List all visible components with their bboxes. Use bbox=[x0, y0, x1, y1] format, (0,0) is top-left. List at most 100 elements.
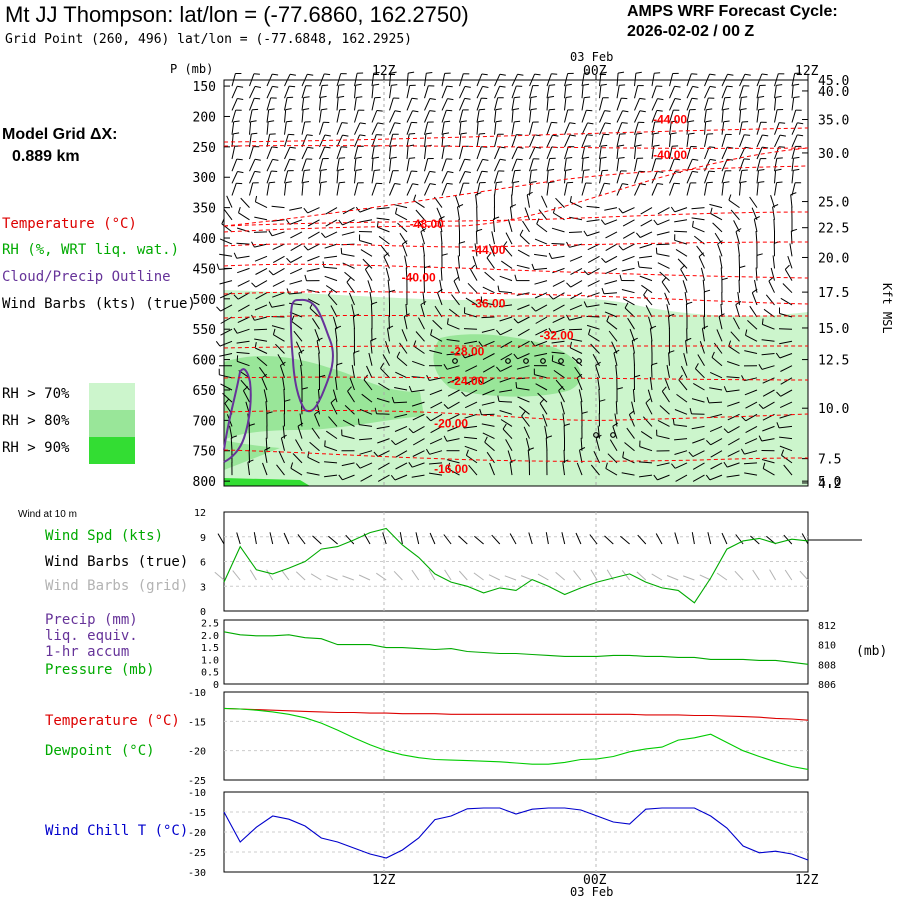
wind-barb bbox=[756, 134, 763, 148]
wind-barb bbox=[704, 86, 711, 99]
wind-barb bbox=[328, 416, 338, 427]
wind-barb bbox=[415, 331, 425, 342]
wind-barb bbox=[399, 232, 408, 245]
wind-barb bbox=[284, 121, 287, 135]
wind-barb-flag bbox=[215, 340, 221, 347]
wind-barb-flag bbox=[374, 407, 377, 414]
wind-barb bbox=[218, 267, 233, 270]
wind-barb bbox=[709, 413, 723, 419]
wind-barb bbox=[606, 320, 618, 330]
wind-barb bbox=[779, 353, 793, 359]
wind-barb bbox=[727, 450, 740, 457]
wind-barb bbox=[598, 389, 600, 403]
wind-barb bbox=[727, 361, 740, 367]
wind-barb bbox=[369, 291, 373, 305]
wind-barb bbox=[791, 134, 798, 148]
wind-barb bbox=[475, 231, 478, 245]
wind-barb bbox=[661, 391, 670, 403]
cloud-dot bbox=[540, 358, 546, 364]
wind-barb bbox=[371, 134, 377, 148]
pressure-tick-label: 450 bbox=[193, 262, 216, 277]
wind-barb bbox=[774, 134, 781, 148]
wind-barb-flag bbox=[531, 263, 535, 270]
wind-barb bbox=[564, 146, 569, 160]
wind-barb bbox=[772, 206, 775, 220]
wind-barb bbox=[359, 462, 373, 469]
wind-barb-flag bbox=[268, 230, 273, 237]
wind-barb-flag bbox=[464, 158, 471, 161]
wind-barb bbox=[659, 271, 670, 281]
wind-barb bbox=[564, 170, 567, 184]
wind-barb-flag bbox=[237, 98, 244, 100]
wind-barb bbox=[593, 450, 600, 464]
wind-barb bbox=[521, 415, 530, 427]
wind-barb-flag bbox=[306, 134, 313, 136]
rh-80-region-low bbox=[224, 440, 280, 470]
wind-barb-flag bbox=[657, 183, 664, 185]
wind-barb bbox=[474, 243, 478, 257]
wind-barb-flag bbox=[634, 374, 641, 378]
wind-barb-flag bbox=[479, 408, 482, 415]
wind-barb bbox=[503, 246, 513, 257]
wind-barb bbox=[437, 292, 443, 306]
isotherm-line bbox=[223, 376, 809, 381]
wind-barb bbox=[599, 146, 602, 160]
wind-barb bbox=[328, 294, 338, 306]
wind-barb-flag bbox=[497, 285, 500, 292]
isotherm-line bbox=[223, 410, 809, 421]
wind-barb bbox=[389, 85, 392, 99]
wind-barb bbox=[552, 316, 565, 324]
wind-barb bbox=[664, 377, 670, 391]
wind-barb bbox=[597, 377, 600, 391]
wind-barb bbox=[744, 377, 758, 382]
wind-barb bbox=[599, 97, 604, 111]
wind-barb-flag bbox=[758, 181, 765, 183]
wind-barb-flag bbox=[298, 349, 305, 354]
wind-barb bbox=[686, 73, 692, 87]
wind-barb bbox=[441, 121, 445, 135]
wind-barb bbox=[336, 97, 339, 111]
wind-barb bbox=[406, 170, 412, 184]
wind-barb-flag bbox=[758, 364, 763, 370]
wind-barb bbox=[319, 109, 322, 123]
wind-barb bbox=[354, 158, 357, 172]
wind-barb bbox=[678, 379, 688, 391]
wind-barb-flag bbox=[709, 85, 716, 88]
wind-barb bbox=[324, 255, 338, 259]
wind-barb-flag bbox=[513, 108, 520, 111]
wind-barb bbox=[669, 109, 674, 123]
wind-barb-flag bbox=[324, 146, 331, 149]
wind-barb bbox=[468, 464, 478, 476]
wind-barb-flag bbox=[476, 228, 483, 232]
legend-dewpoint: Dewpoint (°C) bbox=[45, 743, 155, 759]
wind-barb-flag bbox=[447, 171, 454, 174]
wind-barb bbox=[457, 255, 460, 269]
wind-barb-flag bbox=[514, 120, 521, 123]
wind-barb bbox=[418, 317, 425, 330]
wind-barb bbox=[782, 283, 793, 294]
wind-barb bbox=[307, 219, 320, 227]
surface-wind-barb-grid bbox=[666, 575, 679, 581]
wind-barb-flag bbox=[303, 245, 309, 251]
wind-barb-flag bbox=[320, 181, 327, 184]
time-tick-12z-bottom-b: 12Z bbox=[795, 873, 819, 888]
wind-barb bbox=[516, 264, 530, 269]
windchill-panel-frame bbox=[223, 791, 809, 873]
wind-barb-flag bbox=[272, 328, 276, 335]
wind-barb bbox=[284, 182, 287, 196]
wind-barb bbox=[721, 146, 728, 160]
wind-barb-flag bbox=[694, 363, 699, 369]
wind-barb bbox=[586, 231, 600, 237]
cloud-outline-upper bbox=[289, 298, 334, 413]
wind-barb-flag bbox=[706, 440, 711, 446]
wind-barb bbox=[266, 121, 269, 135]
wind-barb bbox=[780, 389, 793, 397]
wind-barb bbox=[645, 402, 653, 415]
wind-barb bbox=[640, 219, 653, 227]
surface-wind-barb bbox=[312, 535, 322, 545]
cloud-dot bbox=[558, 358, 564, 364]
wind-barb bbox=[732, 317, 740, 330]
wind-barb bbox=[309, 441, 320, 452]
wind-barb-flag bbox=[565, 96, 572, 98]
wind-barb-flag bbox=[793, 83, 800, 86]
